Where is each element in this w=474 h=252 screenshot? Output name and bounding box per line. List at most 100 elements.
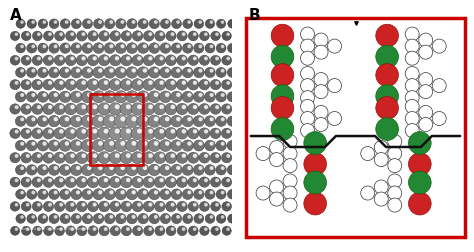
- Circle shape: [49, 43, 59, 53]
- Circle shape: [232, 69, 236, 73]
- Circle shape: [221, 142, 225, 146]
- Circle shape: [159, 203, 164, 207]
- Circle shape: [82, 153, 86, 158]
- Circle shape: [205, 19, 215, 28]
- Circle shape: [131, 127, 144, 140]
- Circle shape: [188, 128, 199, 139]
- Circle shape: [154, 166, 158, 170]
- Circle shape: [304, 153, 327, 175]
- Circle shape: [48, 81, 52, 85]
- Circle shape: [48, 164, 60, 175]
- Circle shape: [93, 19, 104, 29]
- Circle shape: [137, 91, 149, 103]
- Circle shape: [199, 93, 202, 97]
- Circle shape: [193, 32, 197, 36]
- Circle shape: [172, 19, 182, 28]
- Circle shape: [92, 139, 105, 152]
- Circle shape: [70, 115, 82, 127]
- Circle shape: [187, 44, 191, 48]
- Circle shape: [419, 117, 433, 132]
- Circle shape: [16, 165, 26, 175]
- Circle shape: [143, 141, 147, 146]
- Circle shape: [221, 20, 224, 24]
- Circle shape: [159, 178, 164, 182]
- Circle shape: [115, 153, 119, 158]
- Circle shape: [37, 116, 48, 127]
- Circle shape: [182, 178, 186, 182]
- Circle shape: [70, 91, 82, 103]
- Circle shape: [182, 189, 193, 200]
- Circle shape: [149, 43, 160, 53]
- Circle shape: [37, 227, 41, 231]
- Circle shape: [76, 55, 87, 66]
- Circle shape: [20, 93, 24, 97]
- Circle shape: [171, 164, 182, 175]
- Circle shape: [176, 117, 181, 121]
- Circle shape: [171, 43, 182, 53]
- Circle shape: [131, 116, 137, 121]
- Circle shape: [127, 43, 137, 53]
- Circle shape: [54, 103, 65, 115]
- Circle shape: [43, 117, 47, 121]
- Circle shape: [187, 191, 191, 194]
- Circle shape: [216, 214, 226, 223]
- Circle shape: [87, 55, 99, 66]
- Circle shape: [77, 226, 87, 236]
- Circle shape: [405, 39, 419, 53]
- Circle shape: [405, 27, 419, 41]
- Circle shape: [177, 177, 188, 187]
- Circle shape: [21, 226, 31, 235]
- Circle shape: [65, 55, 76, 66]
- Circle shape: [216, 165, 226, 175]
- Circle shape: [205, 91, 215, 102]
- Circle shape: [82, 203, 85, 207]
- Circle shape: [138, 213, 148, 224]
- Circle shape: [115, 227, 119, 231]
- Circle shape: [104, 32, 108, 36]
- Circle shape: [432, 79, 446, 93]
- Circle shape: [121, 31, 132, 41]
- Circle shape: [76, 176, 88, 188]
- Circle shape: [283, 198, 297, 212]
- Circle shape: [159, 105, 164, 109]
- Circle shape: [232, 215, 236, 219]
- Circle shape: [143, 176, 155, 188]
- Circle shape: [87, 103, 99, 115]
- Circle shape: [87, 20, 91, 24]
- Circle shape: [211, 226, 220, 235]
- Circle shape: [98, 215, 102, 219]
- Circle shape: [87, 166, 91, 170]
- Circle shape: [65, 103, 77, 115]
- Circle shape: [109, 152, 121, 164]
- Circle shape: [71, 19, 82, 29]
- Circle shape: [104, 129, 109, 134]
- Circle shape: [115, 164, 127, 176]
- Circle shape: [409, 171, 431, 194]
- Circle shape: [148, 67, 160, 78]
- Circle shape: [210, 20, 213, 24]
- Circle shape: [59, 81, 64, 85]
- Circle shape: [54, 44, 57, 48]
- Circle shape: [109, 141, 114, 146]
- Circle shape: [109, 44, 113, 48]
- Circle shape: [188, 55, 199, 66]
- Circle shape: [70, 227, 74, 231]
- Circle shape: [304, 132, 327, 154]
- Circle shape: [76, 103, 88, 115]
- Circle shape: [37, 56, 41, 60]
- Circle shape: [55, 201, 65, 212]
- Circle shape: [120, 127, 133, 140]
- Circle shape: [419, 85, 433, 99]
- Circle shape: [32, 104, 43, 114]
- Circle shape: [188, 201, 199, 211]
- Circle shape: [64, 117, 69, 121]
- Circle shape: [115, 91, 127, 103]
- Circle shape: [82, 67, 93, 78]
- Circle shape: [10, 202, 20, 211]
- Circle shape: [126, 67, 138, 78]
- Circle shape: [54, 215, 57, 219]
- Circle shape: [148, 129, 153, 134]
- Circle shape: [187, 166, 191, 170]
- Circle shape: [188, 152, 199, 163]
- Circle shape: [109, 116, 114, 121]
